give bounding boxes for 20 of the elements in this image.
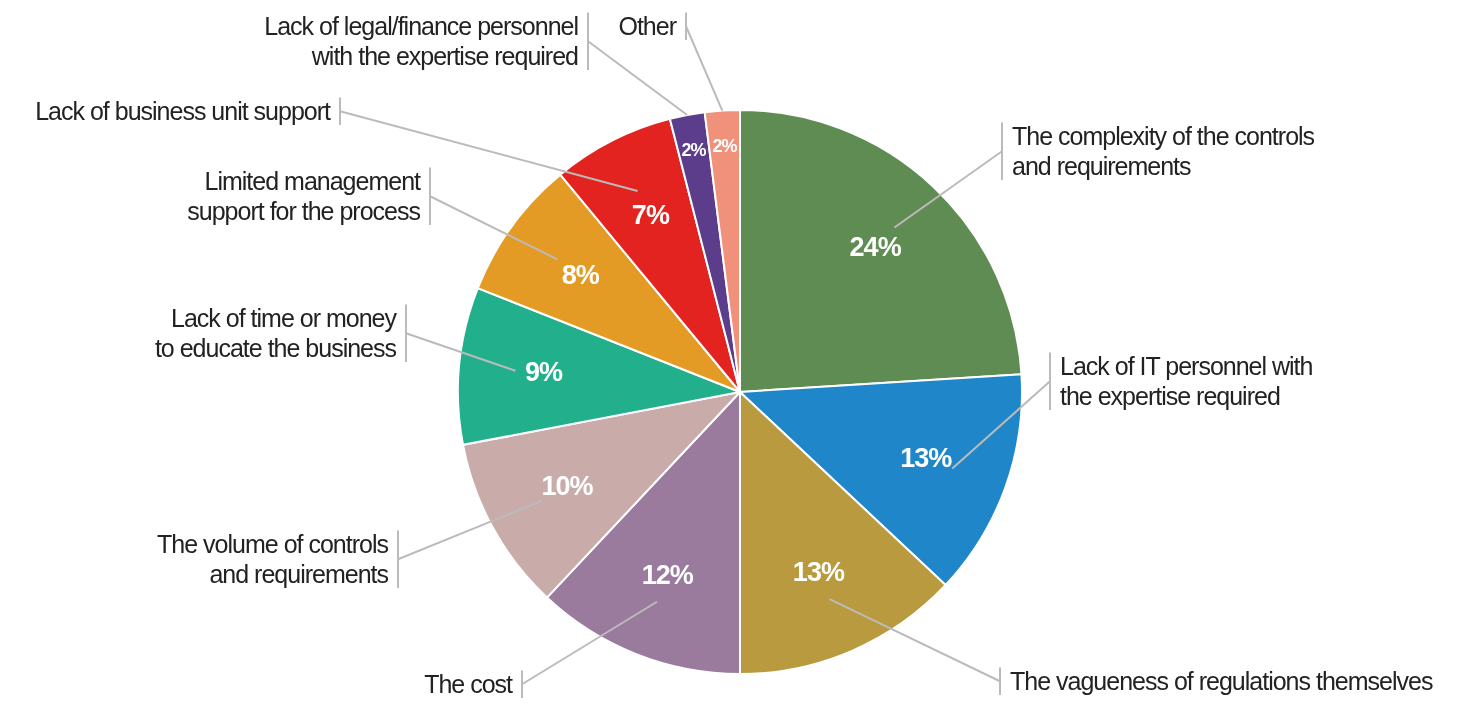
slice-label: Lack of IT personnel with the expertise required	[1060, 352, 1313, 410]
data-label: 10%	[541, 471, 594, 502]
data-label: 12%	[641, 559, 694, 590]
data-label: 8%	[561, 259, 600, 290]
slice-label: The vagueness of regulations themselves	[1010, 667, 1433, 695]
slice-label: Lack of legal/finance personnel with the expertise required	[264, 12, 579, 70]
slice-label: The cost	[424, 670, 514, 698]
slice-label: Lack of time or money to educate the business	[154, 304, 398, 362]
data-label: 7%	[631, 200, 670, 231]
data-label: 24%	[849, 232, 902, 263]
data-label: 9%	[524, 357, 563, 388]
slice-label: The complexity of the controls and requirements	[1012, 122, 1315, 180]
slice-label: Lack of business unit support	[35, 97, 332, 125]
slice-label: Limited management support for the process	[187, 167, 422, 225]
data-label: 2%	[681, 140, 707, 161]
slice-label: The volume of controls and requirements	[157, 530, 389, 588]
data-label: 13%	[792, 557, 845, 588]
data-label: 13%	[900, 442, 953, 473]
slice-label: Other	[618, 12, 677, 40]
data-label: 2%	[712, 136, 738, 157]
